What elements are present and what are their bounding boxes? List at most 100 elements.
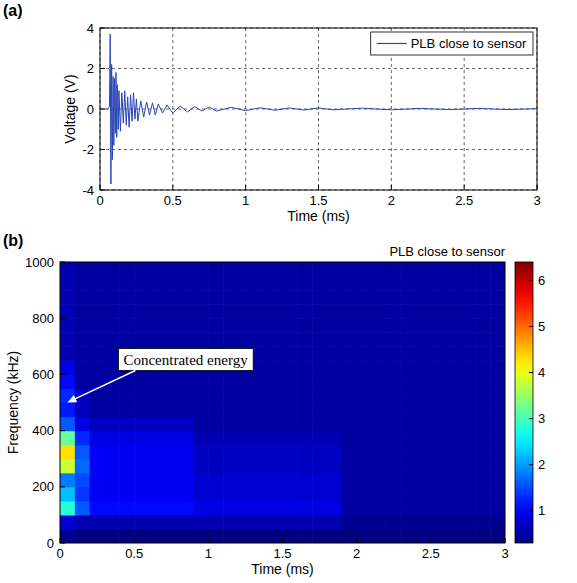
heat-cell (386, 515, 401, 530)
tick-x (430, 538, 431, 543)
heat-cell (60, 403, 75, 418)
heat-cell (386, 304, 401, 319)
heat-cell (105, 417, 120, 432)
heat-cell (312, 459, 327, 474)
heat-cell (475, 473, 490, 488)
annotation-arrowhead (67, 395, 77, 402)
heat-cell (238, 304, 253, 319)
heat-cell (119, 388, 134, 403)
axes-1: 00.511.522.5302004006008001000Time (ms)F… (3, 232, 509, 577)
heat-cell (342, 332, 357, 347)
heat-cell (312, 360, 327, 375)
heat-cell (401, 529, 416, 543)
heat-cell (357, 417, 372, 432)
heat-cell (164, 445, 179, 460)
y-axis-title: Voltage (V) (62, 74, 78, 143)
heat-cell (446, 318, 461, 333)
heat-cell (179, 403, 194, 418)
heat-cell (149, 290, 164, 305)
annotation-box (118, 349, 253, 371)
heat-cell (461, 304, 476, 319)
heat-cell (312, 529, 327, 543)
heat-cell (164, 276, 179, 291)
colorbar-tick (529, 510, 533, 511)
heat-cell (312, 473, 327, 488)
heat-cell (416, 304, 431, 319)
heat-cell (179, 332, 194, 347)
heat-cell (431, 445, 446, 460)
heat-cell (90, 360, 105, 375)
heat-cell (372, 276, 387, 291)
heat-cell (253, 445, 268, 460)
heat-cell (297, 459, 312, 474)
heat-cell (164, 388, 179, 403)
heat-cell (179, 473, 194, 488)
heat-cell (416, 262, 431, 277)
heat-cell (386, 360, 401, 375)
heat-cell (297, 417, 312, 432)
heat-cell (194, 417, 209, 432)
heat-cell (297, 276, 312, 291)
heat-cell (164, 290, 179, 305)
heat-cell (401, 262, 416, 277)
heat-cell (386, 501, 401, 516)
heat-cell (461, 501, 476, 516)
heat-cell (194, 318, 209, 333)
heat-cell (342, 304, 357, 319)
heat-cell (283, 431, 298, 446)
heat-cell (283, 346, 298, 361)
heat-cell (238, 445, 253, 460)
heat-cell (105, 459, 120, 474)
tick-label-x: 0 (96, 193, 103, 208)
annotation-arrow (76, 371, 136, 399)
heat-cell (357, 459, 372, 474)
heat-cell (446, 417, 461, 432)
heat-cell (149, 332, 164, 347)
heat-cell (416, 417, 431, 432)
tick-y (60, 374, 65, 375)
heat-cell (253, 403, 268, 418)
heat-cell (253, 487, 268, 502)
heat-cell (119, 262, 134, 277)
plot-background (100, 28, 537, 190)
tick-label-y: 200 (32, 479, 54, 494)
heat-cell (164, 459, 179, 474)
heat-cell (60, 417, 75, 432)
heat-cell (372, 459, 387, 474)
heat-cell (194, 501, 209, 516)
heat-cell (475, 388, 490, 403)
heat-cell (372, 501, 387, 516)
tick-label-x: 2.5 (422, 546, 440, 561)
heat-cell (372, 332, 387, 347)
annotation-text: Concentrated energy (123, 352, 248, 368)
heat-cell (297, 346, 312, 361)
heat-cell (357, 276, 372, 291)
heat-cell (90, 487, 105, 502)
heat-cell (134, 262, 149, 277)
heat-cell (327, 276, 342, 291)
heat-cell (90, 529, 105, 543)
heat-cell (342, 529, 357, 543)
heat-cell (179, 290, 194, 305)
heat-cell (149, 501, 164, 516)
heat-cell (357, 374, 372, 389)
heat-cell (312, 276, 327, 291)
heat-cell (119, 501, 134, 516)
heat-cell (372, 417, 387, 432)
heat-cell (490, 360, 505, 375)
heat-cell (134, 529, 149, 543)
heat-cell (401, 501, 416, 516)
heat-cell (297, 290, 312, 305)
heat-cell (461, 459, 476, 474)
heat-cell (194, 290, 209, 305)
heat-cell (149, 487, 164, 502)
heat-cell (75, 403, 90, 418)
heat-cell (223, 332, 238, 347)
heat-cell (312, 304, 327, 319)
heat-cell (431, 515, 446, 530)
heat-cell (342, 431, 357, 446)
heat-cell (179, 459, 194, 474)
heat-cell (105, 290, 120, 305)
heat-cell (208, 417, 223, 432)
heat-cell (179, 487, 194, 502)
